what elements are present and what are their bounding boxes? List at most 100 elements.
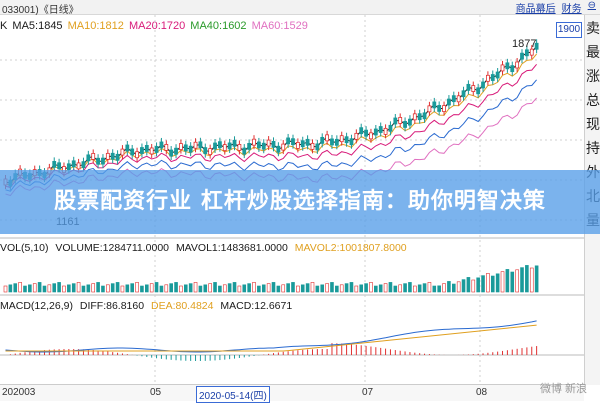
volume-bar (393, 285, 398, 293)
top-links: 商品幕后 财务 ⊖ (516, 0, 596, 15)
stock-chart[interactable] (0, 0, 584, 384)
volume-bar (432, 285, 437, 293)
volume-bar (242, 284, 247, 293)
candle-body (432, 101, 437, 109)
volume-bar (490, 275, 495, 293)
candle-body (417, 113, 422, 121)
volume-bar (130, 283, 134, 293)
volume-bar (140, 285, 144, 293)
macd-diff: DIFF:86.8160 (79, 300, 145, 312)
volume-bar (62, 285, 66, 293)
candle-body (52, 160, 57, 168)
volume-bar (174, 282, 178, 293)
candle-body (510, 65, 515, 73)
volume-bar (188, 283, 193, 293)
candle-body (247, 143, 252, 150)
candle-body (500, 64, 505, 72)
candle-body (339, 135, 344, 143)
candle-body (476, 87, 481, 95)
candle-body (291, 138, 295, 146)
side-tab-hold[interactable]: 持 (586, 140, 600, 156)
side-tab-latest[interactable]: 最 (586, 44, 600, 60)
candle-body (105, 152, 110, 160)
ma10-label: MA10:1812 (67, 20, 124, 32)
side-tab-change[interactable]: 涨 (586, 68, 600, 84)
diff-line (5, 320, 537, 353)
link-finance[interactable]: 财务 (561, 4, 582, 15)
candle-body (115, 153, 120, 161)
volume-bar (193, 282, 198, 293)
volume-bar (135, 282, 139, 293)
date-axis: 202003 05 07 08 2020-05-14(四) (0, 384, 584, 403)
candle-body (393, 117, 398, 125)
candle-body (232, 139, 237, 147)
candle-body (388, 124, 393, 132)
candle-body (101, 157, 105, 165)
volume-bar (28, 284, 32, 293)
volume-bar (378, 284, 383, 293)
macd-dea: DEA:80.4824 (151, 300, 214, 312)
volume-bar (305, 283, 310, 293)
candle-body (252, 138, 256, 146)
ma-line (5, 53, 537, 186)
volume-bar (383, 283, 388, 293)
cursor-date-label: 2020-05-14(四) (196, 386, 270, 403)
candle-body (383, 127, 388, 135)
volume-bar (354, 285, 359, 293)
side-tab-total[interactable]: 总 (586, 92, 600, 108)
candle-body (403, 121, 407, 128)
volume-bar (456, 281, 461, 293)
volume-bar (481, 275, 485, 293)
volume-bar (471, 279, 476, 293)
candle-body (300, 140, 305, 148)
volume-bar (369, 282, 373, 293)
volume-bar (67, 284, 71, 293)
candle-body (422, 112, 427, 120)
ma5-label: MA5:1845 (12, 20, 63, 32)
side-tab-current[interactable]: 现 (586, 116, 600, 132)
collapse-icon[interactable]: ⊖ (587, 0, 596, 11)
side-tab-sell[interactable]: 卖 (586, 20, 600, 36)
volume-bar (18, 282, 22, 293)
volume-bar (257, 285, 261, 293)
candle-body (471, 85, 476, 92)
volume-bar (427, 282, 432, 293)
volume-bar (413, 285, 417, 293)
volume-bar (281, 284, 286, 293)
candle-body (66, 163, 71, 171)
candle-body (174, 147, 178, 155)
volume-bar (96, 282, 100, 293)
candle-body (208, 148, 213, 156)
volume-bar (515, 269, 519, 293)
candle-body (451, 95, 456, 103)
volume-bar (495, 273, 500, 293)
volume-bar (203, 284, 208, 293)
vol-volume: VOLUME:1284711.0000 (55, 242, 170, 254)
volume-bar (101, 285, 105, 293)
volume-bar (261, 284, 266, 293)
volume-bar (218, 285, 222, 293)
vol-mavol1: MAVOL1:1483681.0000 (175, 242, 288, 254)
price-axis-label[interactable]: 1900 (556, 22, 582, 38)
volume-bar (125, 284, 130, 293)
volume-bar (510, 271, 515, 293)
volume-bar (417, 284, 422, 293)
link-commodity[interactable]: 商品幕后 (515, 4, 556, 15)
volume-bar (159, 285, 164, 293)
top-bar: 033001)《日线》 商品幕后 财务 ⊖ (0, 0, 600, 16)
candle-body (125, 144, 130, 152)
volume-bar (110, 283, 115, 293)
candle-body (256, 141, 261, 149)
volume-bar (42, 285, 47, 293)
candle-body (227, 142, 232, 150)
candle-body (490, 74, 495, 81)
volume-bar (183, 284, 188, 293)
volume-bar (149, 283, 154, 293)
volume-bar (208, 283, 212, 293)
candle-body (481, 81, 485, 89)
price-high-label: 1877 (512, 38, 537, 50)
candle-body (427, 105, 432, 113)
candle-body (369, 132, 373, 140)
volume-bar (437, 285, 441, 293)
candle-body (398, 117, 403, 124)
